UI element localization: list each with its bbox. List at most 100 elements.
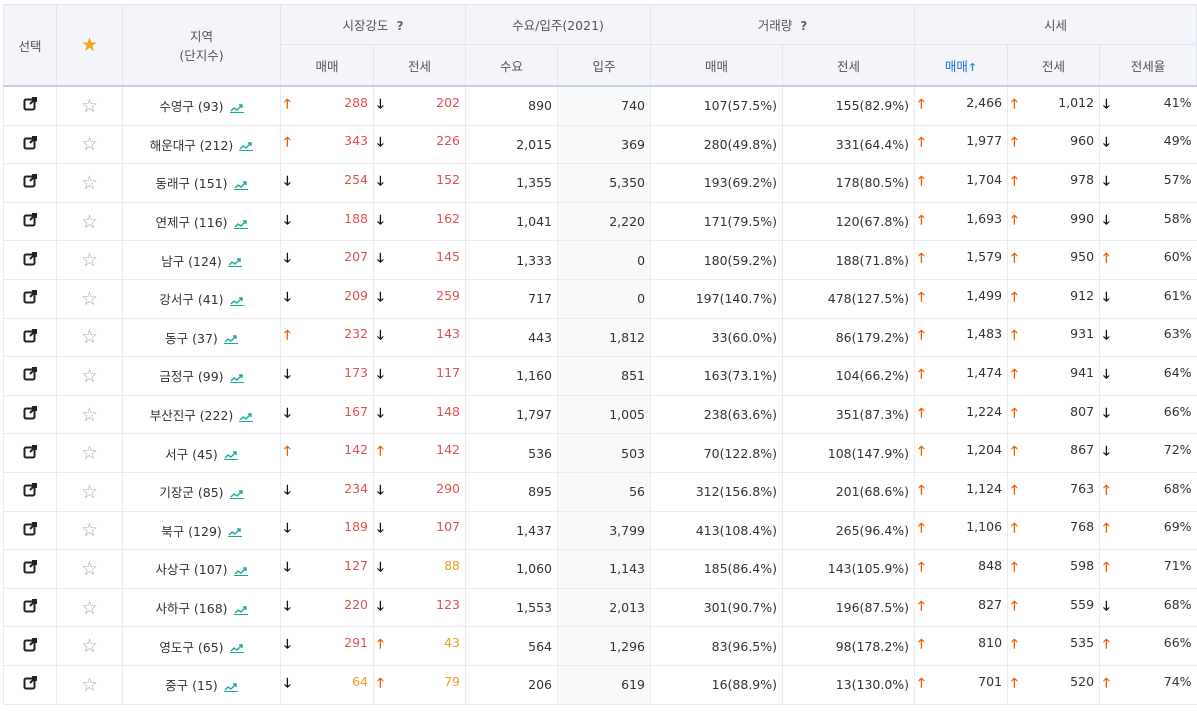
- trend-chart-icon[interactable]: [224, 292, 244, 307]
- star-icon[interactable]: ☆: [80, 442, 99, 465]
- select-cell[interactable]: [3, 84, 57, 126]
- star-icon[interactable]: ☆: [80, 171, 99, 194]
- star-icon[interactable]: ☆: [80, 673, 99, 696]
- region-name[interactable]: 북구 (129): [161, 523, 222, 539]
- help-icon[interactable]: ?: [396, 19, 404, 33]
- region-name[interactable]: 해운대구 (212): [149, 137, 234, 153]
- trend-chart-icon[interactable]: [218, 678, 238, 693]
- region-name[interactable]: 연제구 (116): [155, 215, 228, 231]
- header-vol-sale[interactable]: 매매: [650, 44, 784, 87]
- star-icon[interactable]: ☆: [80, 94, 99, 117]
- help-icon[interactable]: ?: [800, 19, 808, 33]
- select-cell[interactable]: [3, 279, 57, 319]
- region-cell[interactable]: 금정구 (99): [122, 356, 281, 396]
- star-icon[interactable]: ☆: [80, 210, 99, 233]
- star-icon[interactable]: ☆: [80, 133, 99, 156]
- header-volume[interactable]: 거래량?: [650, 4, 916, 45]
- header-region[interactable]: 지역 (단지수): [122, 4, 281, 87]
- region-cell[interactable]: 서구 (45): [122, 433, 281, 473]
- region-name[interactable]: 부산진구 (222): [149, 408, 234, 424]
- external-link-icon[interactable]: [23, 251, 37, 269]
- trend-chart-icon[interactable]: [224, 99, 244, 114]
- external-link-icon[interactable]: [23, 213, 37, 230]
- region-cell[interactable]: 영도구 (65): [122, 626, 281, 666]
- external-link-icon[interactable]: [23, 174, 37, 191]
- favorite-cell[interactable]: ☆: [56, 202, 123, 242]
- region-name[interactable]: 사하구 (168): [155, 601, 228, 617]
- region-cell[interactable]: 북구 (129): [122, 511, 281, 551]
- favorite-cell[interactable]: ☆: [56, 318, 123, 358]
- header-vol-jeonse[interactable]: 전세: [782, 44, 916, 87]
- external-link-icon[interactable]: [23, 560, 37, 577]
- select-cell[interactable]: [3, 163, 57, 203]
- region-cell[interactable]: 연제구 (116): [122, 202, 281, 242]
- trend-chart-icon[interactable]: [224, 640, 244, 655]
- external-link-icon[interactable]: [23, 521, 37, 539]
- star-icon[interactable]: ☆: [80, 596, 99, 619]
- external-link-icon[interactable]: [23, 444, 37, 462]
- region-name[interactable]: 동구 (37): [165, 330, 218, 346]
- favorite-cell[interactable]: ☆: [56, 549, 123, 589]
- external-link-icon[interactable]: [23, 367, 37, 384]
- region-name[interactable]: 중구 (15): [165, 678, 218, 694]
- trend-chart-icon[interactable]: [218, 331, 238, 346]
- header-price-sale[interactable]: 매매↑: [914, 44, 1009, 87]
- region-name[interactable]: 사상구 (107): [155, 562, 228, 578]
- star-icon[interactable]: ☆: [80, 249, 99, 272]
- external-link-icon[interactable]: [23, 328, 37, 346]
- select-cell[interactable]: [3, 125, 57, 165]
- favorite-cell[interactable]: ☆: [56, 511, 123, 551]
- trend-chart-icon[interactable]: [228, 215, 248, 230]
- trend-chart-icon[interactable]: [228, 176, 248, 191]
- region-cell[interactable]: 강서구 (41): [122, 279, 281, 319]
- favorite-cell[interactable]: ☆: [56, 240, 123, 280]
- select-cell[interactable]: [3, 318, 57, 358]
- external-link-icon[interactable]: [23, 483, 37, 500]
- star-icon[interactable]: ☆: [80, 364, 99, 387]
- star-icon[interactable]: ☆: [80, 287, 99, 310]
- region-name[interactable]: 금정구 (99): [159, 369, 224, 385]
- region-cell[interactable]: 동래구 (151): [122, 163, 281, 203]
- trend-chart-icon[interactable]: [233, 138, 254, 153]
- region-cell[interactable]: 수영구 (93): [122, 84, 281, 126]
- region-cell[interactable]: 중구 (15): [122, 665, 281, 705]
- external-link-icon[interactable]: [23, 637, 37, 655]
- region-cell[interactable]: 사상구 (107): [122, 549, 281, 589]
- header-demand[interactable]: 수요: [465, 44, 559, 87]
- header-ms-sale[interactable]: 매매: [280, 44, 374, 87]
- region-cell[interactable]: 남구 (124): [122, 240, 281, 280]
- select-cell[interactable]: [3, 433, 57, 473]
- region-name[interactable]: 수영구 (93): [159, 99, 224, 115]
- star-icon[interactable]: ☆: [80, 519, 99, 542]
- select-cell[interactable]: [3, 472, 57, 512]
- favorite-cell[interactable]: ☆: [56, 472, 123, 512]
- favorite-cell[interactable]: ☆: [56, 163, 123, 203]
- favorite-cell[interactable]: ☆: [56, 395, 123, 435]
- region-name[interactable]: 강서구 (41): [159, 292, 224, 308]
- favorite-cell[interactable]: ☆: [56, 356, 123, 396]
- favorite-cell[interactable]: ☆: [56, 84, 123, 126]
- trend-chart-icon[interactable]: [224, 485, 244, 500]
- region-name[interactable]: 기장군 (85): [159, 485, 224, 501]
- favorite-cell[interactable]: ☆: [56, 125, 123, 165]
- star-icon[interactable]: ☆: [80, 635, 99, 658]
- select-cell[interactable]: [3, 626, 57, 666]
- trend-chart-icon[interactable]: [224, 369, 244, 384]
- header-price-jeonse[interactable]: 전세: [1007, 44, 1101, 87]
- favorite-cell[interactable]: ☆: [56, 433, 123, 473]
- external-link-icon[interactable]: [23, 406, 37, 423]
- external-link-icon[interactable]: [23, 290, 37, 307]
- external-link-icon[interactable]: [23, 97, 37, 114]
- header-market-strength[interactable]: 시장강도?: [279, 4, 467, 45]
- region-name[interactable]: 서구 (45): [165, 446, 218, 462]
- favorite-cell[interactable]: ☆: [56, 588, 123, 628]
- region-cell[interactable]: 부산진구 (222): [122, 395, 281, 435]
- select-cell[interactable]: [3, 395, 57, 435]
- favorite-cell[interactable]: ☆: [56, 279, 123, 319]
- trend-chart-icon[interactable]: [233, 408, 254, 423]
- select-cell[interactable]: [3, 202, 57, 242]
- header-jeonse-ratio[interactable]: 전세율: [1099, 44, 1197, 87]
- region-cell[interactable]: 기장군 (85): [122, 472, 281, 512]
- star-icon[interactable]: ☆: [80, 480, 99, 503]
- star-icon[interactable]: ★: [80, 34, 99, 56]
